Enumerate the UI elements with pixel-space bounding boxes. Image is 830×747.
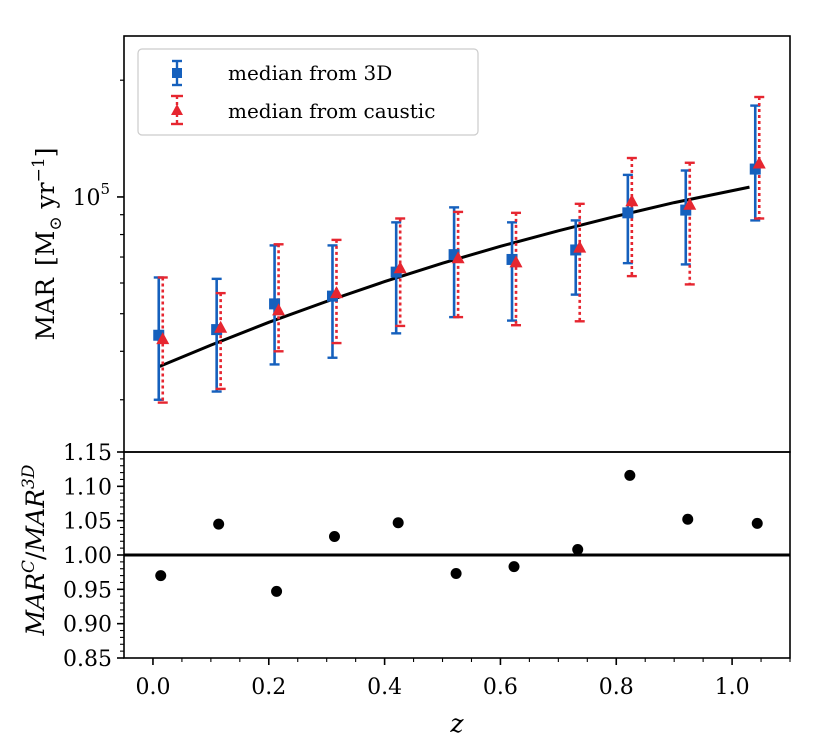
marker-3d (680, 204, 692, 216)
bottom-panel-x-ticks: 0.0 0.2 0.4 0.6 0.8 1.0 (135, 658, 791, 700)
ylabel-unit-sub: ⊙ (46, 216, 66, 230)
bottom-ytick-label: 1.00 (63, 544, 112, 569)
x-axis-label: z (449, 709, 464, 738)
ratio-label-num-sup: C (19, 560, 39, 573)
ytick-base: 10 (72, 186, 100, 211)
marker-caustic (573, 240, 587, 253)
ratio-point (682, 513, 694, 525)
xtick-label: 0.8 (599, 675, 634, 700)
bottom-ytick-label: 0.95 (63, 578, 112, 603)
ratio-label-num: MAR (21, 573, 50, 636)
bottom-ytick-label: 0.85 (63, 647, 112, 672)
ylabel-main: MAR (31, 277, 60, 341)
marker-caustic (752, 156, 766, 169)
marker-caustic (451, 251, 465, 264)
marker-caustic (329, 286, 343, 299)
legend-box (137, 48, 479, 136)
xtick-label: 1.0 (715, 675, 750, 700)
top-panel-ylabel: MAR [M⊙ yr−1] (29, 148, 66, 341)
ylabel-unit-close: ] (31, 148, 60, 158)
xtick-label: 0.4 (367, 675, 402, 700)
ratio-label-den: MAR (21, 489, 50, 552)
legend-label-caustic: median from caustic (228, 99, 435, 123)
bottom-ytick-label: 1.05 (63, 510, 112, 535)
ylabel-unit-sup: −1 (29, 157, 49, 182)
ylabel-unit: [M (31, 231, 60, 266)
marker-caustic (625, 194, 639, 207)
ratio-point (392, 517, 404, 529)
ratio-label-slash: / (21, 551, 50, 560)
top-panel-fit-curve (158, 185, 750, 369)
marker-caustic (156, 332, 170, 345)
marker-3d (153, 329, 165, 341)
bottom-panel-ylabel: MARC/MAR3D (19, 464, 50, 636)
marker-caustic (214, 320, 228, 333)
ratio-point (271, 585, 283, 597)
marker-caustic (393, 261, 407, 274)
ratio-point (328, 530, 340, 542)
marker-3d (749, 163, 761, 175)
ratio-point (624, 469, 636, 481)
bottom-panel-frame (123, 451, 791, 659)
bottom-panel-y-ticks: 0.85 0.90 0.95 1.00 1.05 1.10 1.15 (63, 441, 124, 672)
bottom-ytick-label: 1.10 (63, 475, 112, 500)
bottom-panel-data-points (155, 469, 763, 597)
legend-label-3d: median from 3D (228, 61, 392, 85)
ratio-point (213, 518, 225, 530)
marker-caustic (509, 255, 523, 268)
xtick-label: 0.6 (483, 675, 518, 700)
ytick-exponent: 5 (100, 180, 110, 198)
marker-3d (622, 207, 634, 219)
marker-3d (506, 253, 518, 265)
ylabel-unit-tail: yr (31, 182, 60, 216)
marker-caustic (683, 197, 697, 210)
top-panel-data-points (153, 95, 766, 404)
legend-marker-3d (172, 59, 182, 87)
ratio-point (572, 544, 584, 556)
ratio-point (450, 568, 462, 580)
marker-caustic (272, 303, 286, 316)
xtick-label: 0.0 (135, 675, 170, 700)
legend: median from 3D median from caustic (137, 48, 479, 136)
ratio-point (751, 517, 763, 529)
top-panel-ytick-label: 105 (72, 180, 110, 211)
ratio-point (508, 561, 520, 573)
legend-marker-caustic (171, 94, 183, 126)
ratio-label-den-sup: 3D (19, 464, 39, 489)
bottom-ytick-label: 1.15 (63, 441, 112, 466)
fit-curve (158, 185, 750, 369)
marker-3d (269, 298, 281, 310)
xtick-label: 0.2 (251, 675, 286, 700)
bottom-ytick-label: 0.90 (63, 613, 112, 638)
marker-3d (448, 249, 460, 261)
ratio-point (155, 570, 167, 582)
